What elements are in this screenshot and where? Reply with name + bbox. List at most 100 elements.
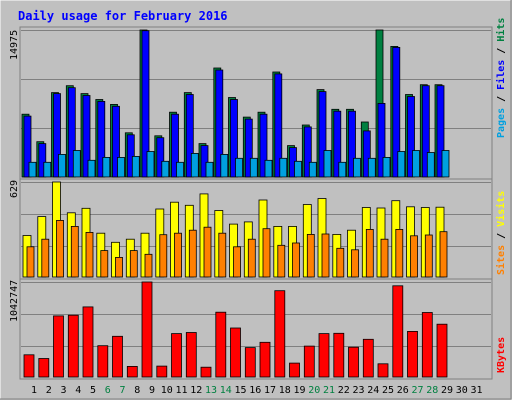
pages-bar [294, 160, 302, 178]
sites-bar [292, 242, 300, 278]
files-bar [230, 99, 238, 178]
ymax-label-visits: 629 [9, 180, 20, 198]
pages-bar [87, 159, 96, 178]
legend-sites: Sites [495, 245, 507, 275]
pages-bar [131, 155, 140, 178]
pages-bar [176, 161, 184, 178]
sites-bar [144, 253, 153, 278]
kbytes-bar [38, 358, 50, 378]
pages-bar [426, 152, 435, 178]
day-label: 6 [105, 385, 111, 396]
files-bar [362, 130, 371, 178]
sites-bar [247, 238, 256, 278]
day-label: 25 [382, 385, 394, 396]
kbytes-bar [126, 365, 138, 378]
files-bar [215, 69, 224, 178]
sites-bar [233, 246, 241, 278]
chart-title: Daily usage for February 2016 [18, 9, 228, 23]
day-label: 24 [367, 385, 379, 396]
sites-bar [70, 225, 79, 278]
files-bar [156, 137, 165, 178]
pages-bar [338, 161, 347, 178]
files-bar [259, 113, 268, 178]
sites-bar [174, 232, 182, 278]
day-label: 15 [234, 385, 246, 396]
kbytes-bar [112, 335, 123, 378]
kbytes-bar [289, 362, 300, 378]
pages-bar [102, 156, 111, 178]
kbytes-bar [53, 315, 64, 378]
sites-bar [100, 250, 109, 278]
pages-bar [249, 157, 258, 178]
day-label: 28 [426, 385, 438, 396]
kbytes-bar [333, 332, 345, 378]
day-label: 11 [175, 385, 187, 396]
legend-files: Files [495, 60, 507, 90]
files-bar [407, 96, 415, 178]
kbytes-bar [377, 363, 389, 378]
kbytes-bar [230, 327, 241, 378]
files-bar [421, 85, 430, 178]
kbytes-bar [436, 323, 448, 378]
kbytes-bar [318, 333, 330, 378]
files-bar [82, 95, 91, 178]
pages-bar [367, 157, 376, 178]
kbytes-bar [244, 347, 256, 378]
pages-bar [28, 161, 37, 178]
legend-visits-sites: Sites / Visits [495, 191, 507, 275]
pages-bar [397, 151, 406, 178]
files-bar [303, 126, 312, 178]
files-bar [333, 110, 342, 178]
pages-bar [190, 152, 199, 178]
kbytes-bar [362, 338, 374, 378]
kbytes-bar [215, 311, 227, 378]
sites-bar [351, 249, 359, 278]
pages-bar [58, 153, 66, 178]
kbytes-bar [259, 341, 271, 378]
day-label: 31 [470, 385, 482, 396]
pages-bar [72, 150, 81, 178]
files-bar [185, 94, 194, 178]
day-label: 20 [308, 385, 320, 396]
files-bar [171, 113, 179, 178]
legend-pages: Pages [496, 108, 507, 138]
sites-bar [129, 250, 138, 278]
pages-bar [235, 157, 243, 178]
pages-bar [412, 150, 420, 178]
files-bar [53, 93, 61, 178]
sites-bar [262, 228, 271, 278]
files-bar [141, 30, 150, 178]
kbytes-bar [141, 281, 153, 378]
kbytes-bar [348, 346, 359, 378]
kbytes-bar [171, 333, 182, 378]
kbytes-bar [156, 365, 168, 378]
files-bar [97, 101, 106, 178]
kbytes-bar [23, 354, 35, 378]
sites-bar [424, 234, 433, 278]
sites-bar [395, 228, 404, 278]
legend-hits: Hits [495, 18, 507, 42]
legend-hits-files-pages: Pages / Files / Hits [495, 18, 507, 138]
kbytes-bar [421, 312, 433, 378]
pages-bar [279, 157, 288, 178]
pages-bar [441, 150, 450, 178]
pages-bar [117, 156, 125, 178]
files-bar [274, 73, 283, 178]
files-bar [38, 143, 47, 178]
day-label: 3 [60, 385, 66, 396]
day-label: 10 [161, 385, 173, 396]
files-bar [200, 145, 209, 178]
sites-bar [188, 229, 197, 278]
ymax-label-hits: 14975 [9, 30, 20, 60]
kbytes-bar [185, 332, 197, 378]
sites-bar [410, 235, 418, 278]
kbytes-bar [67, 314, 79, 378]
pages-bar [146, 151, 155, 178]
kbytes-bar [82, 306, 94, 378]
sites-bar [365, 228, 374, 278]
pages-bar [308, 161, 317, 178]
files-bar [244, 118, 253, 178]
sites-bar [336, 247, 345, 278]
ymax-label-kbytes: 1042747 [9, 280, 20, 322]
